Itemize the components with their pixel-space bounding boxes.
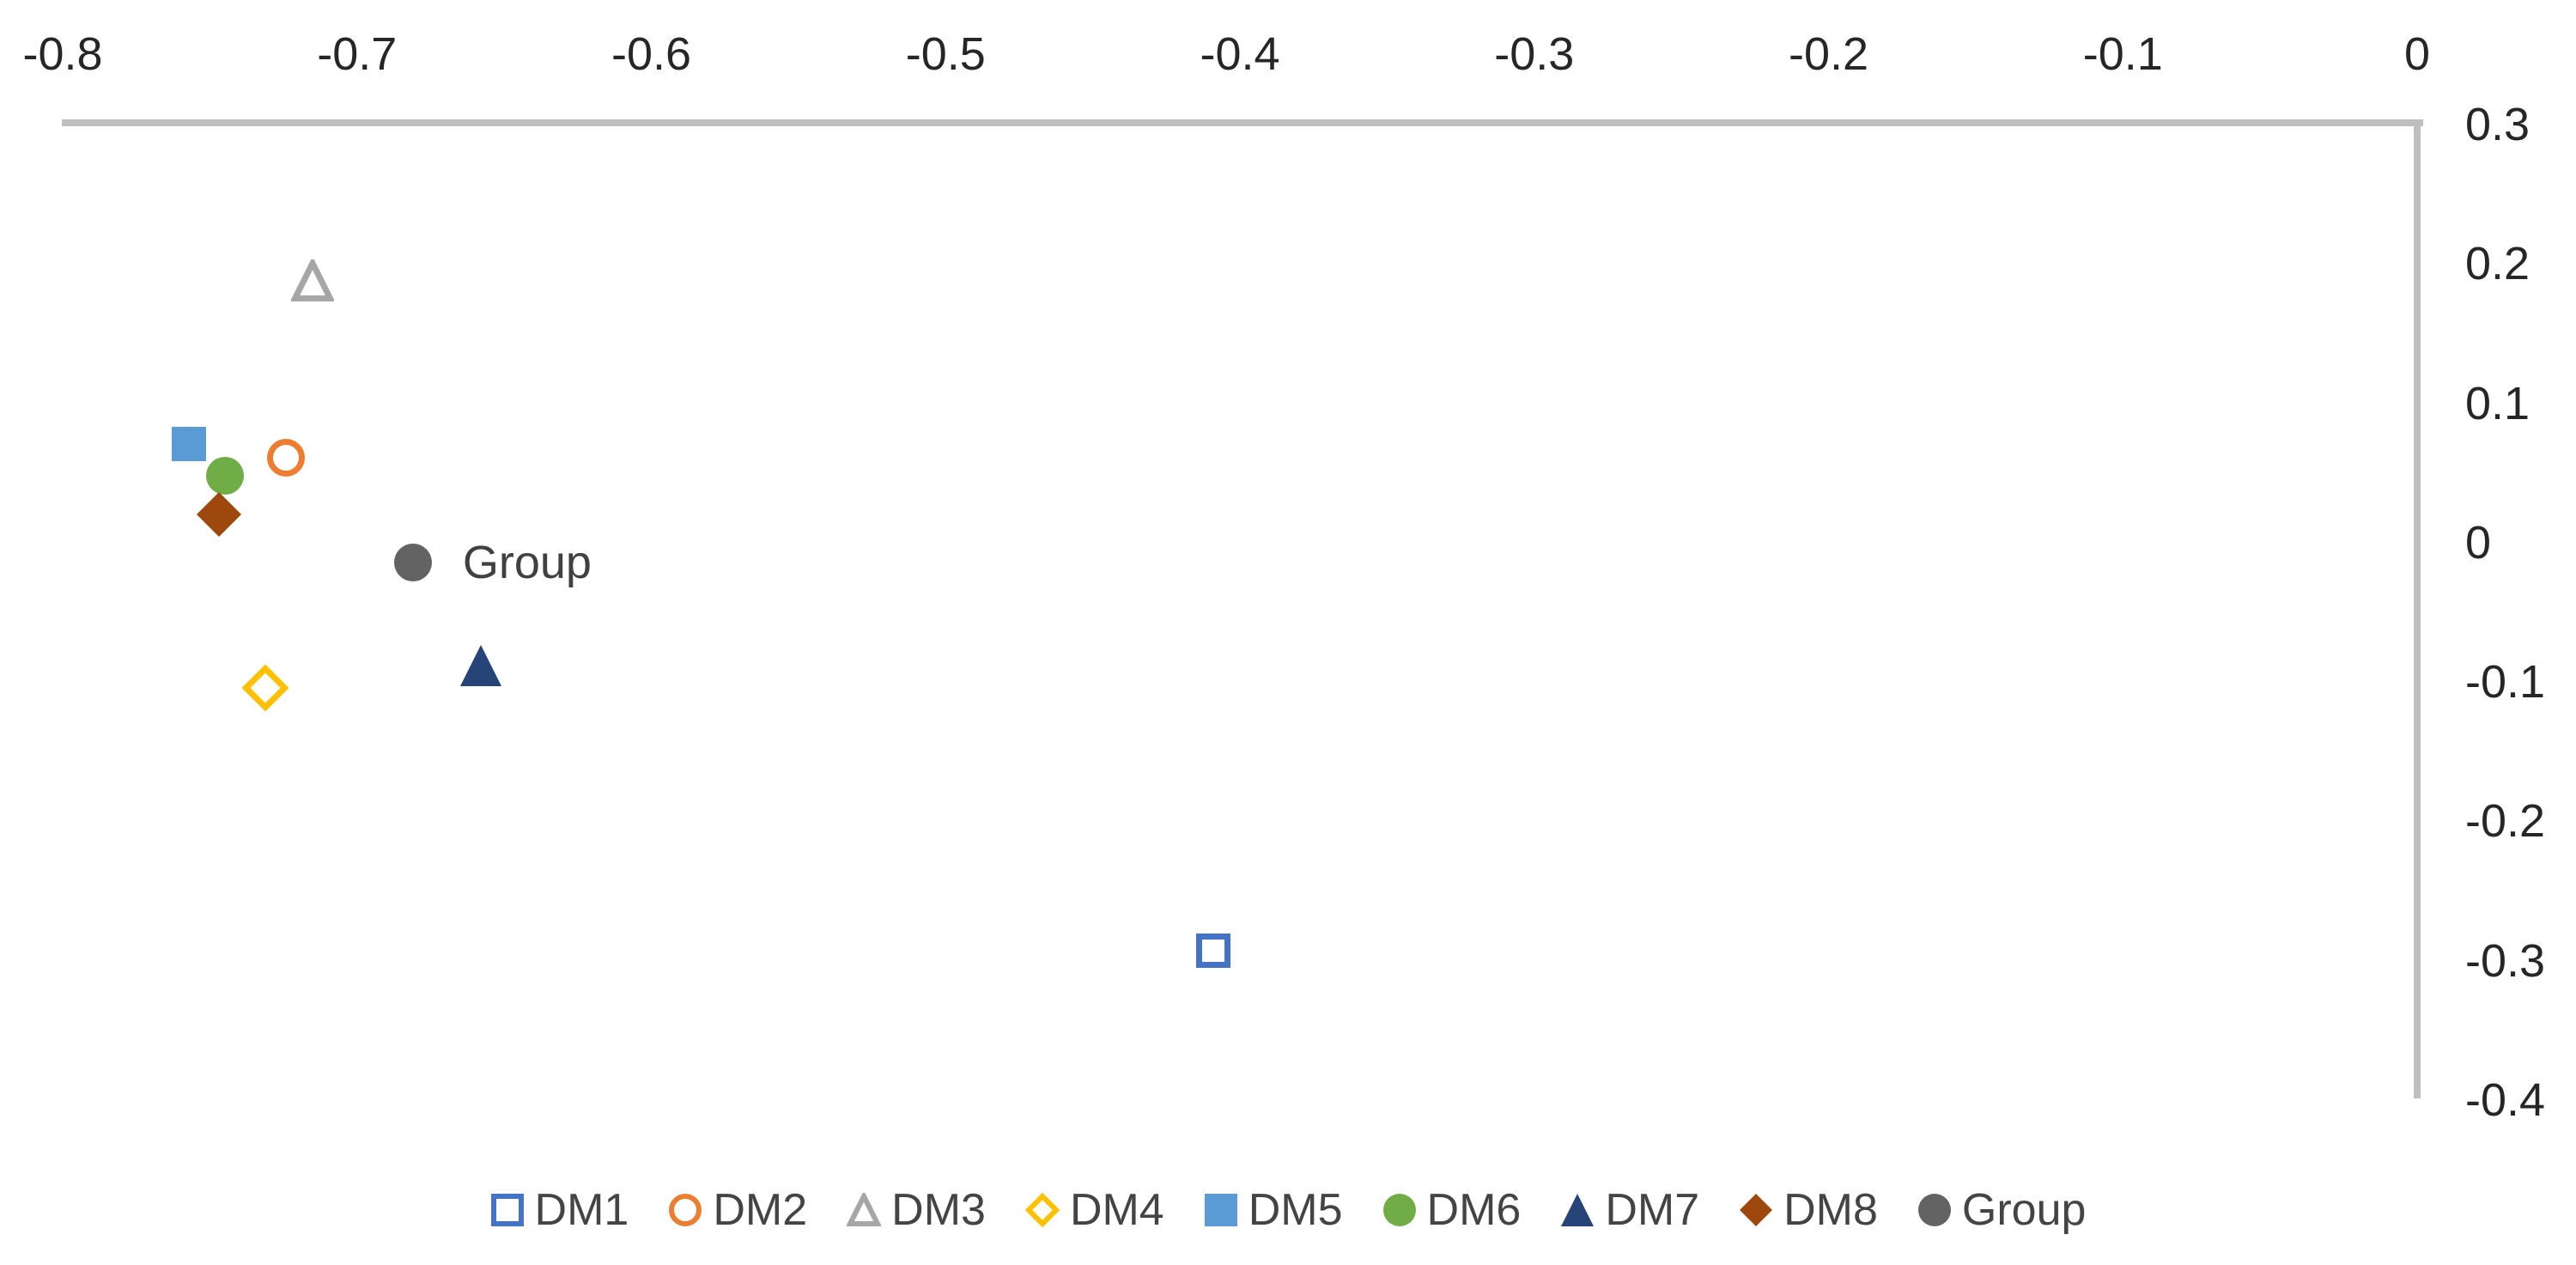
x-tick-label--0.6: -0.6: [611, 28, 692, 80]
legend-label-group: Group: [1961, 1185, 2087, 1235]
legend: DM1 DM2 DM3 DM4 DM5 DM6 DM7 DM8 Group: [0, 1188, 2576, 1232]
data-point-dm4: [242, 664, 289, 712]
y-tick-label--0.4: -0.4: [2465, 1074, 2546, 1126]
legend-marker-dm8: [1739, 1193, 1773, 1227]
x-tick-label--0.3: -0.3: [1494, 28, 1575, 80]
data-point-dm3: [290, 256, 336, 302]
legend-label-dm2: DM2: [713, 1185, 808, 1235]
legend-marker-group: [1917, 1193, 1952, 1227]
y-tick-label-0.1: 0.1: [2465, 377, 2530, 429]
y-tick-label--0.1: -0.1: [2465, 656, 2546, 709]
legend-item-group: Group: [1917, 1185, 2087, 1235]
x-tick-label--0.1: -0.1: [2082, 28, 2163, 80]
legend-marker-dm4: [1024, 1192, 1060, 1228]
legend-item-dm7: DM7: [1560, 1188, 1699, 1232]
legend-label-dm1: DM1: [534, 1185, 629, 1235]
legend-item-dm2: DM2: [668, 1188, 807, 1232]
y-tick-label--0.3: -0.3: [2465, 934, 2546, 987]
legend-label-dm8: DM8: [1783, 1185, 1878, 1235]
y-tick-label--0.2: -0.2: [2465, 795, 2546, 848]
data-point-dm1: [1195, 933, 1231, 969]
legend-marker-dm1: [490, 1193, 525, 1227]
legend-item-dm3: DM3: [846, 1185, 986, 1235]
y-tick-label-0: 0: [2465, 516, 2492, 569]
legend-marker-dm6: [1382, 1193, 1417, 1227]
x-tick-label--0.8: -0.8: [22, 28, 103, 80]
data-point-dm6: [205, 456, 245, 496]
y-tick-label-0.2: 0.2: [2465, 238, 2530, 290]
legend-marker-dm5: [1204, 1193, 1238, 1227]
legend-label-dm5: DM5: [1248, 1185, 1343, 1235]
legend-item-dm5: DM5: [1204, 1188, 1343, 1232]
x-tick-label--0.2: -0.2: [1788, 28, 1869, 80]
legend-label-dm4: DM4: [1069, 1185, 1164, 1235]
data-point-dm7: [459, 644, 502, 687]
data-point-dm5: [171, 426, 207, 462]
legend-item-dm1: DM1: [490, 1188, 629, 1232]
legend-label-dm3: DM3: [891, 1185, 986, 1235]
x-tick-label--0.4: -0.4: [1200, 28, 1280, 80]
x-tick-label--0.7: -0.7: [317, 28, 398, 80]
data-point-dm2: [266, 438, 306, 477]
x-axis-line: [62, 119, 2423, 126]
legend-marker-dm2: [668, 1193, 702, 1227]
legend-item-dm8: DM8: [1739, 1188, 1878, 1232]
legend-label-dm6: DM6: [1426, 1185, 1522, 1235]
point-label-group: Group: [462, 536, 592, 588]
y-axis-line: [2414, 119, 2421, 1098]
legend-marker-dm3: [846, 1190, 882, 1227]
data-point-dm8: [196, 491, 242, 538]
x-tick-label-0: 0: [2403, 28, 2431, 80]
legend-item-dm4: DM4: [1024, 1185, 1164, 1235]
y-tick-label-0.3: 0.3: [2465, 99, 2530, 150]
legend-label-dm7: DM7: [1605, 1185, 1700, 1235]
data-point-group: [393, 543, 433, 582]
legend-item-dm6: DM6: [1382, 1185, 1522, 1235]
legend-marker-dm7: [1560, 1193, 1595, 1227]
x-tick-label--0.5: -0.5: [905, 28, 986, 80]
